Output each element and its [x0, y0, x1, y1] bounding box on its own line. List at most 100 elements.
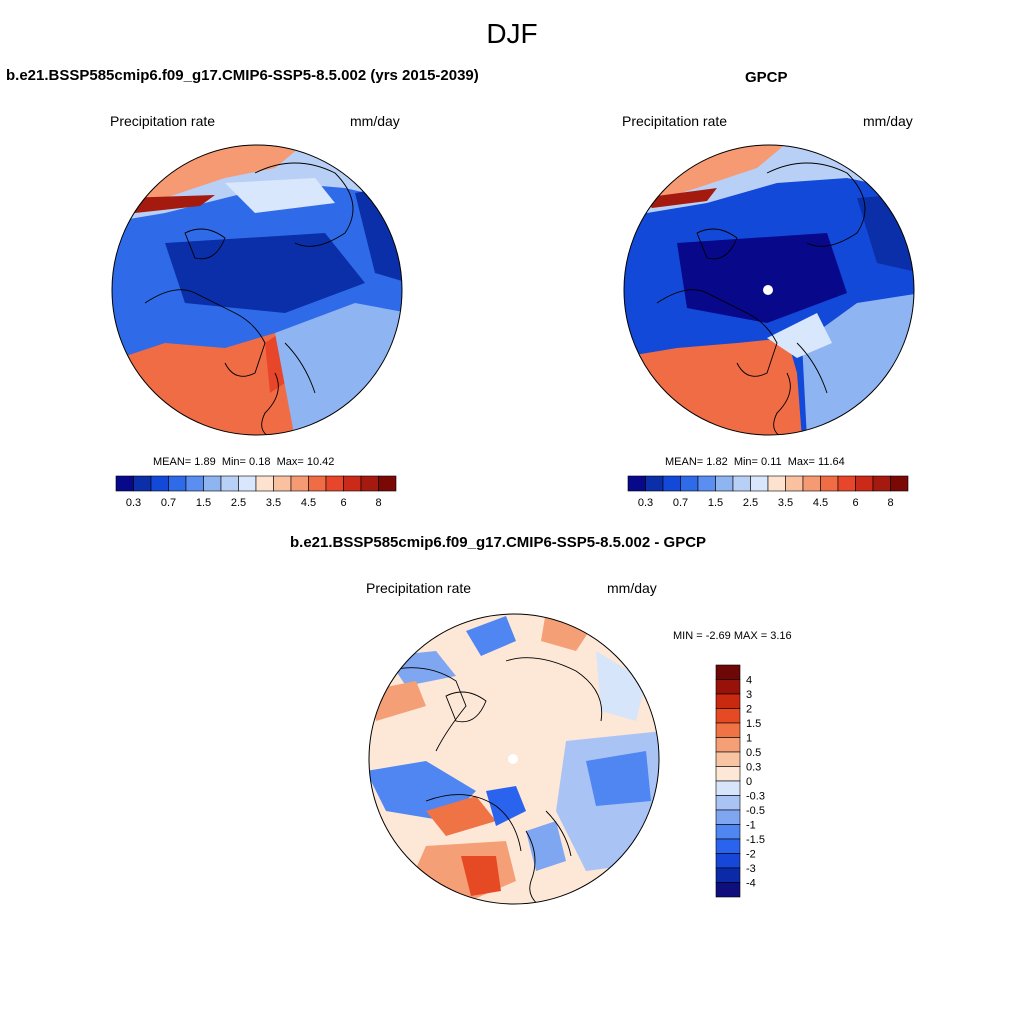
model-colorbar-swatch [343, 475, 362, 492]
diff-colorbar-swatch [715, 679, 741, 695]
model-colorbar-swatch [308, 475, 327, 492]
diff-colorbar-tick: -1.5 [746, 834, 765, 846]
obs-colorbar-swatch [680, 475, 699, 492]
model-colorbar-tick: 3.5 [266, 497, 281, 509]
obs-colorbar-swatch [732, 475, 751, 492]
obs-colorbar-swatch [715, 475, 734, 492]
diff-colorbar-swatch [715, 751, 741, 767]
obs-colorbar-tick: 2.5 [743, 497, 758, 509]
model-colorbar-swatch [325, 475, 344, 492]
diff-colorbar-swatch [715, 824, 741, 840]
diff-colorbar-tick: 3 [746, 689, 752, 701]
diff-colorbar-swatch [715, 780, 741, 796]
obs-colorbar-swatch [802, 475, 821, 492]
model-min-label: Min= [221, 456, 246, 468]
obs-colorbar-tick: 8 [887, 497, 893, 509]
obs-colorbar-swatch [645, 475, 664, 492]
model-colorbar-swatch [115, 475, 134, 492]
diff-polar-map [368, 613, 660, 905]
model-polar-map [111, 144, 403, 436]
model-colorbar: 0.3 0.7 1.5 2.5 3.5 4.5 6 8 [115, 475, 397, 509]
diff-colorbar-swatch [715, 882, 741, 898]
obs-polar-map [623, 144, 915, 436]
obs-colorbar-swatch [820, 475, 839, 492]
model-colorbar-swatch [378, 475, 397, 492]
model-variable-label: Precipitation rate [110, 113, 216, 129]
obs-coastline [656, 162, 866, 435]
obs-colorbar-swatch [767, 475, 786, 492]
model-panel-title: b.e21.BSSP585cmip6.f09_g17.CMIP6-SSP5-8.… [6, 67, 479, 84]
diff-colorbar-tick: 0.5 [746, 747, 761, 759]
model-coastline [144, 162, 354, 435]
diff-max-value: 3.16 [770, 630, 792, 642]
model-colorbar-tick: 8 [375, 497, 381, 509]
model-max-value: 10.42 [306, 456, 335, 468]
model-stats: MEAN= 1.89 Min= 0.18 Max= 10.42 [153, 456, 334, 468]
diff-colorbar-tick: -0.5 [746, 805, 765, 817]
diff-colorbar: 4 3 2 1.5 1 0.5 0.3 0 -0.3 -0.5 -1 -1.5 -2 -3 -4 [715, 664, 765, 898]
obs-colorbar-tick: 0.3 [638, 497, 653, 509]
diff-colorbar-swatch [715, 737, 741, 753]
model-colorbar-tick: 0.3 [126, 497, 141, 509]
model-colorbar-tick: 4.5 [301, 497, 316, 509]
obs-colorbar-tick: 1.5 [708, 497, 723, 509]
model-units-label: mm/day [350, 113, 400, 129]
diff-units-label: mm/day [607, 580, 657, 596]
diff-colorbar-swatch [715, 722, 741, 738]
obs-max-label: Max= [787, 456, 815, 468]
diff-colorbar-tick: 1.5 [746, 718, 761, 730]
obs-colorbar-swatch [750, 475, 769, 492]
obs-colorbar-swatch [662, 475, 681, 492]
obs-colorbar-swatch [837, 475, 856, 492]
diff-colorbar-tick: 2 [746, 704, 752, 716]
diff-colorbar-tick: -4 [746, 878, 756, 890]
diff-colorbar-swatch [715, 664, 741, 680]
model-max-label: Max= [276, 456, 304, 468]
diff-colorbar-tick: -1 [746, 820, 756, 832]
obs-panel-title: GPCP [745, 69, 788, 86]
obs-colorbar-tick: 4.5 [813, 497, 828, 509]
diff-stats: MIN = -2.69 MAX = 3.16 [673, 630, 792, 642]
model-mean-label: MEAN= [153, 456, 192, 468]
obs-mean-label: MEAN= [665, 456, 704, 468]
figure-title: DJF [486, 18, 538, 49]
diff-colorbar-swatch [715, 708, 741, 724]
obs-min-label: Min= [733, 456, 758, 468]
obs-colorbar-tick: 6 [852, 497, 858, 509]
model-colorbar-swatch [168, 475, 187, 492]
model-colorbar-swatch [273, 475, 292, 492]
obs-variable-label: Precipitation rate [622, 113, 728, 129]
obs-colorbar-swatch [855, 475, 874, 492]
diff-colorbar-swatch [715, 795, 741, 811]
diff-colorbar-swatch [715, 867, 741, 883]
model-colorbar-swatch [290, 475, 309, 492]
diff-colorbar-swatch [715, 693, 741, 709]
obs-colorbar-swatch [785, 475, 804, 492]
model-colorbar-swatch [220, 475, 239, 492]
model-colorbar-swatch [203, 475, 222, 492]
model-colorbar-swatch [150, 475, 169, 492]
model-colorbar-tick: 2.5 [231, 497, 246, 509]
diff-min-value: -2.69 [705, 630, 731, 642]
diff-coastline [385, 657, 603, 904]
diff-colorbar-tick: 0.3 [746, 762, 761, 774]
diff-colorbar-tick: 4 [746, 675, 752, 687]
model-mean-value: 1.89 [194, 456, 216, 468]
diff-variable-label: Precipitation rate [366, 580, 472, 596]
diff-colorbar-tick: 1 [746, 733, 752, 745]
diff-colorbar-tick: 0 [746, 776, 752, 788]
diff-colorbar-tick: -2 [746, 849, 756, 861]
model-colorbar-swatch [185, 475, 204, 492]
model-colorbar-swatch [238, 475, 257, 492]
obs-colorbar: 0.3 0.7 1.5 2.5 3.5 4.5 6 8 [627, 475, 909, 509]
model-min-value: 0.18 [249, 456, 271, 468]
model-colorbar-tick: 0.7 [161, 497, 176, 509]
model-colorbar-swatch [133, 475, 152, 492]
obs-max-value: 11.64 [818, 456, 845, 468]
diff-min-label: MIN = [673, 630, 703, 642]
obs-units-label: mm/day [863, 113, 913, 129]
diff-panel-title: b.e21.BSSP585cmip6.f09_g17.CMIP6-SSP5-8.… [290, 534, 707, 551]
diff-colorbar-swatch [715, 809, 741, 825]
obs-colorbar-tick: 3.5 [778, 497, 793, 509]
diff-colorbar-tick: -0.3 [746, 791, 765, 803]
